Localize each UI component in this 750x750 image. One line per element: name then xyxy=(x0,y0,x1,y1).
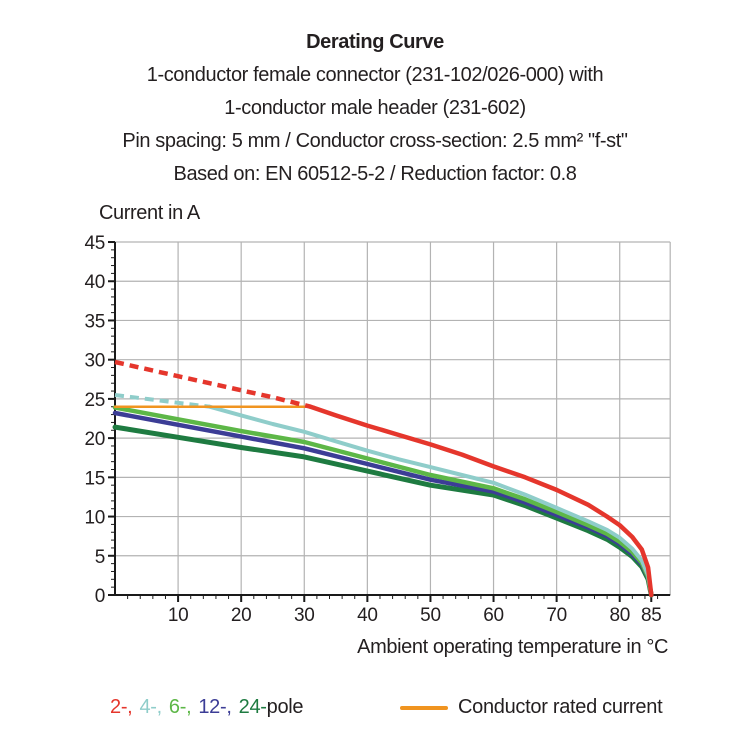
chart-subtitle-connector: 1-conductor female connector (231-102/02… xyxy=(146,64,604,86)
rated-current-line-swatch xyxy=(400,705,448,710)
x-tick-label: 30 xyxy=(294,605,315,626)
pole-legend-item-2: 2-, xyxy=(110,696,133,718)
series-2-pole-dashed xyxy=(114,359,312,409)
x-tick-label: 70 xyxy=(546,605,567,626)
pole-legend-item-pole: pole xyxy=(266,696,304,718)
y-tick-label: 5 xyxy=(95,547,105,568)
x-tick-label: 60 xyxy=(483,605,504,626)
y-tick-label: 35 xyxy=(84,311,105,332)
chart-title: Derating Curve xyxy=(306,31,444,53)
y-tick-label: 45 xyxy=(84,233,105,254)
pole-legend-item-6: 6-, xyxy=(168,696,192,718)
series-4-pole xyxy=(207,404,654,597)
poles-legend: 2-, 4-, 6-, 12-, 24-pole xyxy=(110,696,304,719)
y-tick-label: 25 xyxy=(84,390,105,411)
y-tick-label: 0 xyxy=(95,586,105,607)
y-tick-label: 15 xyxy=(84,468,105,489)
x-tick-label: 20 xyxy=(231,605,252,626)
x-tick-label: 50 xyxy=(420,605,441,626)
pole-legend-item-4: 4-, xyxy=(139,696,162,718)
chart-subtitle-spec: Pin spacing: 5 mm / Conductor cross-sect… xyxy=(122,130,628,152)
series-4-pole-dashed xyxy=(114,393,210,409)
chart-subtitle-standard: Based on: EN 60512-5-2 / Reduction facto… xyxy=(173,163,577,185)
pole-legend-item-12: 12-, xyxy=(198,696,232,718)
rated-current-label: Conductor rated current xyxy=(458,696,663,718)
pole-legend-item-24: 24- xyxy=(238,696,267,718)
x-tick-label: 40 xyxy=(357,605,378,626)
y-tick-label: 40 xyxy=(84,272,105,293)
derating-chart: 0 5 10 15 20 25 30 35 40 45 10 20 30 40 50 60 70 80 85 xyxy=(84,233,671,626)
x-axis-title: Ambient operating temperature in °C xyxy=(357,636,668,658)
x-tick-label: 85 xyxy=(641,605,662,626)
series-24-pole xyxy=(112,424,654,598)
y-axis-title: Current in A xyxy=(99,202,200,224)
y-tick-label: 10 xyxy=(84,508,105,529)
x-tick-label: 80 xyxy=(609,605,630,626)
chart-header: Derating Curve 1-conductor female connec… xyxy=(0,26,750,191)
y-tick-label: 20 xyxy=(84,429,105,450)
x-tick-label: 10 xyxy=(168,605,189,626)
rated-current-legend: Conductor rated current xyxy=(400,696,663,719)
series-6-pole xyxy=(112,405,654,598)
y-tick-label: 30 xyxy=(84,351,105,372)
series-2-pole xyxy=(308,404,654,598)
chart-subtitle-header: 1-conductor male header (231-602) xyxy=(224,97,526,119)
